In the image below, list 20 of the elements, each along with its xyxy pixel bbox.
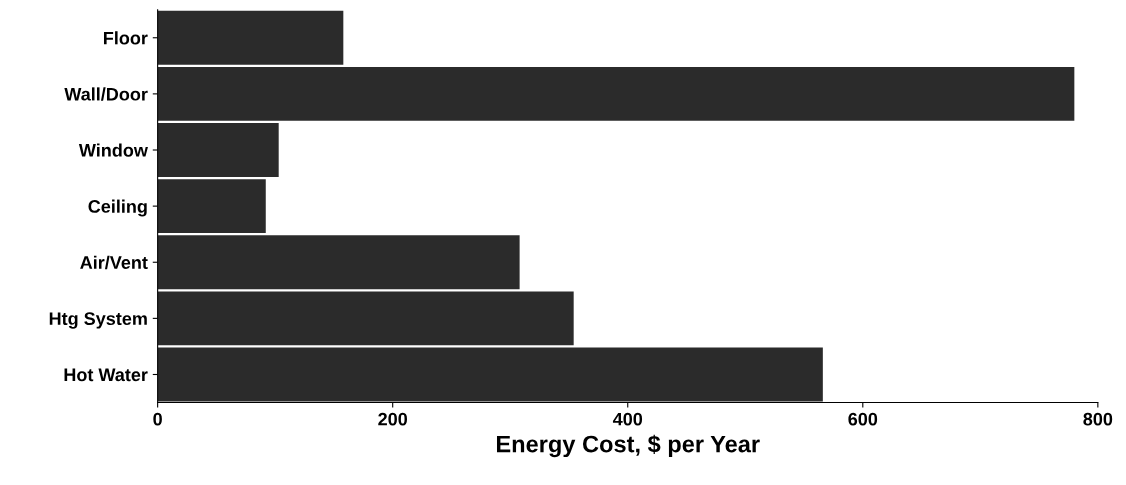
bar xyxy=(157,66,1075,121)
y-tick-label: Hot Water xyxy=(64,368,148,382)
bar xyxy=(157,123,279,177)
bar xyxy=(157,347,823,402)
bar xyxy=(157,10,344,65)
bar xyxy=(157,235,520,290)
x-axis-title: Energy Cost, $ per Year xyxy=(496,434,760,458)
x-tick-label: 800 xyxy=(1083,412,1113,426)
bar xyxy=(157,291,574,346)
bar xyxy=(157,179,266,234)
y-tick-label: Floor xyxy=(104,31,148,45)
x-tick-label: 400 xyxy=(612,412,643,426)
x-tick-label: 600 xyxy=(848,412,878,426)
y-tick-label: Ceiling xyxy=(88,199,147,217)
y-tick-label: Htg System xyxy=(49,312,147,329)
x-tick-label: 0 xyxy=(153,412,162,426)
y-tick-label: Wall/Door xyxy=(64,87,148,101)
y-tick-label: Air/Vent xyxy=(80,255,148,270)
y-tick-label: Window xyxy=(78,143,148,157)
x-tick-label: 200 xyxy=(378,412,408,426)
